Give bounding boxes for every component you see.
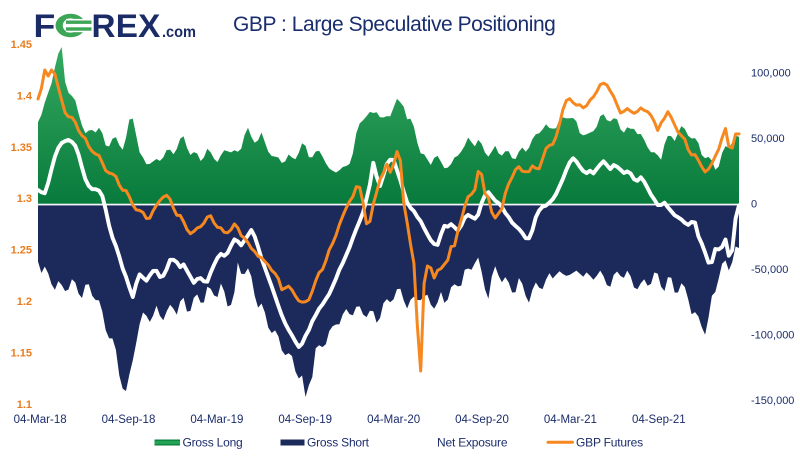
svg-text:04-Mar-21: 04-Mar-21 bbox=[544, 414, 597, 426]
svg-text:1.4: 1.4 bbox=[17, 90, 33, 102]
svg-text:04-Mar-19: 04-Mar-19 bbox=[190, 414, 243, 426]
svg-text:GBP : Large Speculative Positi: GBP : Large Speculative Positioning bbox=[233, 13, 555, 36]
svg-text:1.2: 1.2 bbox=[17, 296, 32, 308]
svg-text:04-Sep-19: 04-Sep-19 bbox=[278, 414, 332, 426]
svg-text:Gross Short: Gross Short bbox=[307, 435, 370, 449]
svg-text:Net Exposure: Net Exposure bbox=[437, 435, 508, 449]
svg-text:04-Sep-18: 04-Sep-18 bbox=[102, 414, 156, 426]
svg-text:Gross Long: Gross Long bbox=[183, 435, 243, 449]
svg-text:1.15: 1.15 bbox=[11, 348, 32, 360]
svg-text:REX: REX bbox=[92, 8, 161, 44]
svg-text:GBP Futures: GBP Futures bbox=[576, 435, 643, 449]
svg-text:100,000: 100,000 bbox=[751, 68, 791, 80]
svg-text:-50,000: -50,000 bbox=[751, 264, 788, 276]
svg-text:04-Mar-20: 04-Mar-20 bbox=[367, 414, 420, 426]
svg-text:-150,000: -150,000 bbox=[751, 395, 794, 407]
svg-text:50,000: 50,000 bbox=[751, 133, 785, 145]
svg-text:1.35: 1.35 bbox=[11, 142, 32, 154]
svg-text:.com: .com bbox=[162, 24, 196, 41]
svg-text:0: 0 bbox=[751, 199, 757, 211]
svg-text:-100,000: -100,000 bbox=[751, 330, 794, 342]
svg-text:1.1: 1.1 bbox=[17, 399, 32, 411]
svg-text:1.25: 1.25 bbox=[11, 245, 32, 257]
svg-text:F: F bbox=[34, 8, 56, 44]
svg-text:1.3: 1.3 bbox=[17, 193, 32, 205]
svg-text:1.45: 1.45 bbox=[11, 39, 32, 51]
svg-text:04-Mar-18: 04-Mar-18 bbox=[14, 414, 67, 426]
svg-text:04-Sep-20: 04-Sep-20 bbox=[455, 414, 509, 426]
svg-text:04-Sep-21: 04-Sep-21 bbox=[632, 414, 686, 426]
